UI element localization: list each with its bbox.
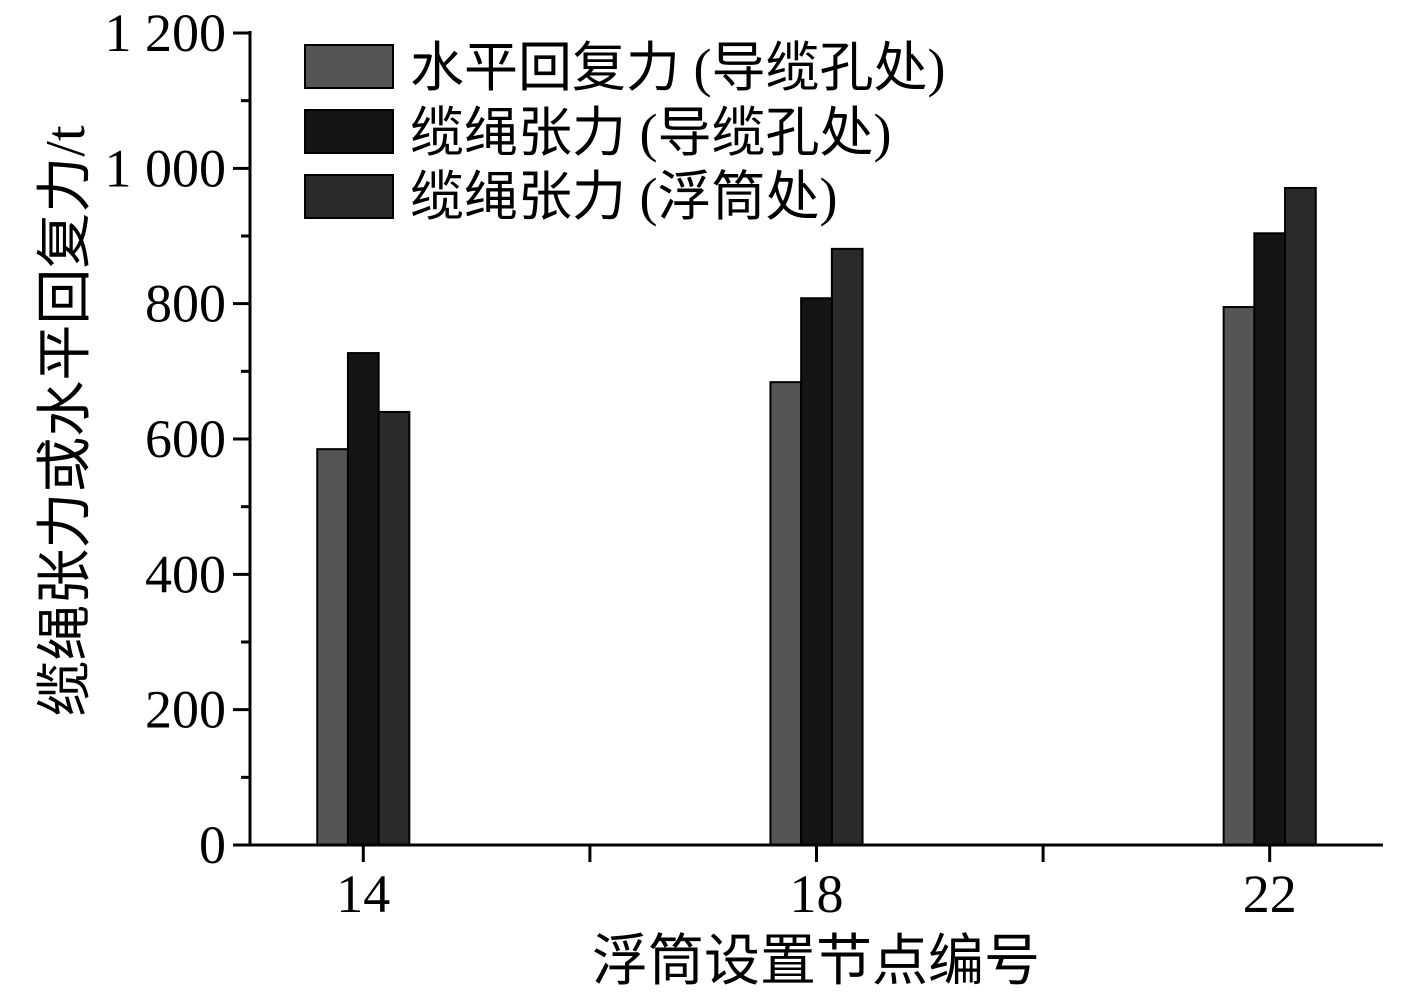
y-tick-label: 0	[199, 815, 226, 875]
y-tick-label: 400	[145, 544, 226, 604]
bar-mooring-tension-buoy-22	[1284, 186, 1317, 846]
y-axis-title: 缆绳张力或水平回复力/t	[35, 125, 97, 717]
y-tick-label: 1 200	[105, 3, 227, 63]
x-tick-label: 18	[790, 864, 844, 924]
x-axis-title: 浮筒设置节点编号	[592, 931, 1040, 993]
bar-horizontal-restoring-force-fairlead-18	[769, 381, 803, 846]
bar-mooring-tension-fairlead-22	[1253, 232, 1287, 846]
x-tick-label: 14	[336, 864, 390, 924]
bar-mooring-tension-buoy-18	[830, 247, 864, 846]
legend-label: 缆绳张力 (导缆孔处)	[410, 103, 891, 163]
y-tick-label: 200	[145, 680, 226, 740]
bars-layer	[316, 186, 1317, 846]
bar-mooring-tension-fairlead-18	[800, 297, 833, 846]
legend-swatch	[304, 44, 394, 89]
x-tick-label: 22	[1243, 864, 1297, 924]
bar-mooring-tension-fairlead-14	[346, 352, 380, 846]
legend-label: 缆绳张力 (浮筒处)	[410, 167, 837, 227]
legend-item-horizontal-restoring-force-fairlead: 水平回复力 (导缆孔处)	[304, 38, 945, 98]
legend-swatch	[304, 174, 394, 219]
legend-swatch	[304, 109, 394, 154]
legend-item-mooring-tension-fairlead: 缆绳张力 (导缆孔处)	[304, 103, 891, 163]
bar-horizontal-restoring-force-fairlead-22	[1222, 306, 1256, 846]
legend-item-mooring-tension-buoy: 缆绳张力 (浮筒处)	[304, 167, 837, 227]
legend: 水平回复力 (导缆孔处) 缆绳张力 (导缆孔处) 缆绳张力 (浮筒处)	[304, 38, 945, 227]
ticks-layer: 0 200 400 600 800 1 000 1 200 14 18 22	[105, 3, 1297, 924]
y-tick-label: 600	[145, 409, 226, 469]
legend-label: 水平回复力 (导缆孔处)	[410, 38, 945, 98]
y-tick-label: 1 000	[105, 138, 227, 198]
y-tick-label: 800	[145, 274, 226, 334]
bar-mooring-tension-buoy-14	[377, 410, 411, 846]
bar-horizontal-restoring-force-fairlead-14	[316, 448, 349, 846]
